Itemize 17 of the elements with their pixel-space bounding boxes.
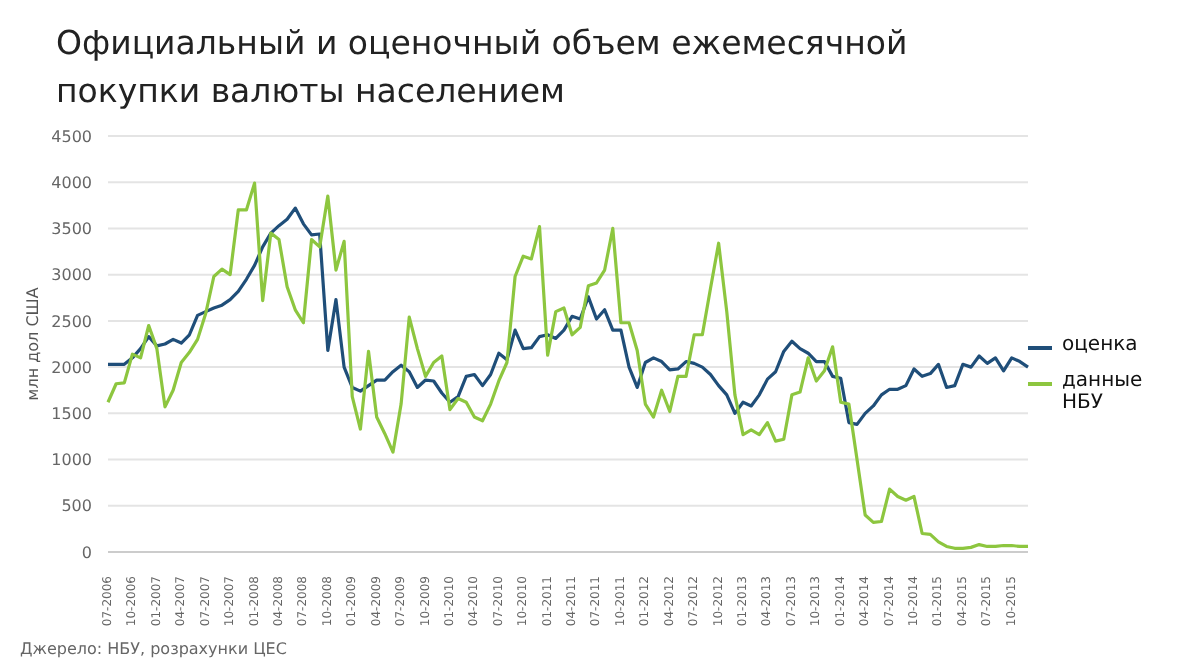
legend-label: оценка (1062, 334, 1138, 356)
y-axis-title: млн дол США (23, 286, 42, 401)
y-tick-label: 500 (61, 497, 92, 516)
y-tick-label: 3500 (51, 220, 92, 239)
y-tick-label: 3000 (51, 266, 92, 285)
y-tick-label: 2000 (51, 358, 92, 377)
line-series (106, 181, 1030, 550)
legend-label: данные НБУ (1062, 370, 1145, 414)
y-tick-label: 4500 (51, 127, 92, 146)
y-tick-label: 0 (81, 543, 92, 562)
line-series (106, 206, 1030, 427)
y-tick-label: 4000 (51, 173, 92, 192)
y-tick-label: 1000 (51, 451, 92, 470)
chart-title: Официальный и оценочный объем ежемесячной покупки валюты населением (56, 22, 910, 114)
text: Джерело: НБУ, розрахунки ЦЕС (20, 640, 287, 658)
y-tick-label: 1500 (51, 405, 92, 424)
y-tick-label: 2500 (51, 312, 92, 331)
